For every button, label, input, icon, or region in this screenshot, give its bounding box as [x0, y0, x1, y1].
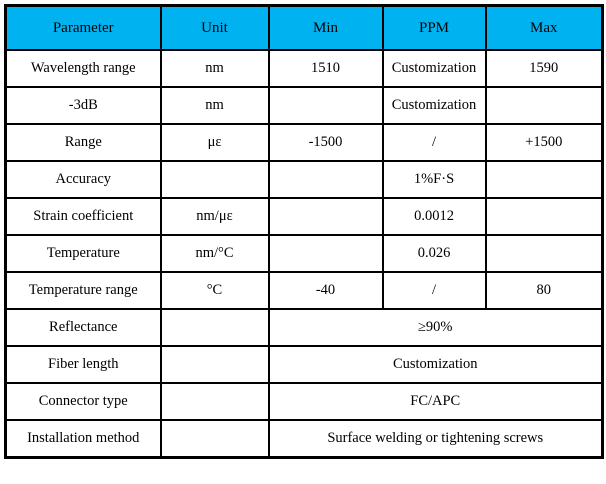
column-header-parameter: Parameter [4, 4, 162, 51]
cell-ppm: 0.026 [381, 234, 487, 273]
cell-parameter: Wavelength range [4, 49, 162, 88]
table-row: Reflectance ≥90% [4, 308, 604, 347]
cell-min [267, 160, 384, 199]
cell-min [267, 234, 384, 273]
table-row: Connector type FC/APC [4, 382, 604, 421]
table-row: Strain coefficient nm/με 0.0012 [4, 197, 604, 236]
cell-parameter: Connector type [4, 382, 162, 421]
cell-unit: nm/°C [159, 234, 270, 273]
cell-unit [159, 419, 270, 459]
cell-spanning-value: ≥90% [267, 308, 604, 347]
cell-min: -40 [267, 271, 384, 310]
cell-unit: nm [159, 49, 270, 88]
cell-unit: nm [159, 86, 270, 125]
cell-max: 1590 [484, 49, 604, 88]
cell-unit: °C [159, 271, 270, 310]
cell-parameter: Installation method [4, 419, 162, 459]
cell-min: -1500 [267, 123, 384, 162]
spec-table: Parameter Unit Min PPM Max Wavelength ra… [4, 4, 604, 459]
table-row: Wavelength range nm 1510 Customization 1… [4, 49, 604, 88]
cell-ppm: 1%F·S [381, 160, 487, 199]
table-row: Temperature nm/°C 0.026 [4, 234, 604, 273]
cell-parameter: Fiber length [4, 345, 162, 384]
cell-parameter: Temperature [4, 234, 162, 273]
cell-unit [159, 345, 270, 384]
table-row: Temperature range °C -40 / 80 [4, 271, 604, 310]
cell-unit [159, 382, 270, 421]
cell-parameter: Strain coefficient [4, 197, 162, 236]
header-row: Parameter Unit Min PPM Max [4, 4, 604, 51]
cell-max [484, 197, 604, 236]
cell-max: +1500 [484, 123, 604, 162]
cell-unit: nm/με [159, 197, 270, 236]
cell-min [267, 86, 384, 125]
cell-parameter: Accuracy [4, 160, 162, 199]
cell-ppm: Customization [381, 86, 487, 125]
cell-ppm: 0.0012 [381, 197, 487, 236]
cell-max: 80 [484, 271, 604, 310]
cell-spanning-value: Surface welding or tightening screws [267, 419, 604, 459]
cell-ppm: / [381, 123, 487, 162]
cell-max [484, 234, 604, 273]
cell-parameter: -3dB [4, 86, 162, 125]
table-row: Range με -1500 / +1500 [4, 123, 604, 162]
cell-parameter: Range [4, 123, 162, 162]
cell-parameter: Temperature range [4, 271, 162, 310]
cell-min [267, 197, 384, 236]
table-row: Installation method Surface welding or t… [4, 419, 604, 459]
table-row: Accuracy 1%F·S [4, 160, 604, 199]
cell-spanning-value: Customization [267, 345, 604, 384]
column-header-unit: Unit [159, 4, 270, 51]
cell-parameter: Reflectance [4, 308, 162, 347]
cell-max [484, 160, 604, 199]
table-row: -3dB nm Customization [4, 86, 604, 125]
cell-unit [159, 160, 270, 199]
column-header-ppm: PPM [381, 4, 487, 51]
cell-spanning-value: FC/APC [267, 382, 604, 421]
cell-ppm: Customization [381, 49, 487, 88]
table-row: Fiber length Customization [4, 345, 604, 384]
column-header-max: Max [484, 4, 604, 51]
cell-unit: με [159, 123, 270, 162]
cell-ppm: / [381, 271, 487, 310]
cell-max [484, 86, 604, 125]
cell-unit [159, 308, 270, 347]
column-header-min: Min [267, 4, 384, 51]
cell-min: 1510 [267, 49, 384, 88]
